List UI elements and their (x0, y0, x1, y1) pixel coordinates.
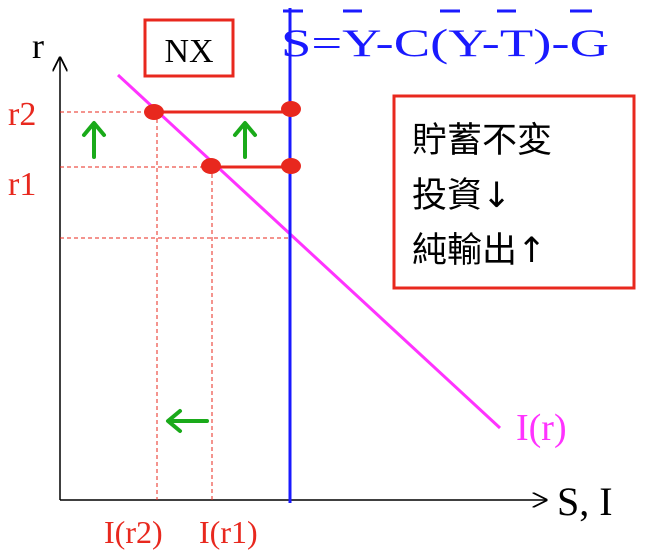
dashed-guides (60, 111, 290, 500)
nx-segments (154, 110, 290, 169)
nx-label: NX (164, 33, 213, 70)
summary-box (392, 94, 636, 290)
nx-endpoints (144, 101, 301, 174)
y-axis-label: r (32, 26, 44, 66)
point-s-r1 (281, 158, 301, 174)
up-arrow-icon (82, 121, 106, 159)
savings-equation: S=Y-C(Y-T)-G (281, 22, 609, 65)
investment-curve (116, 73, 502, 430)
i-r1-label: I(r1) (199, 514, 258, 550)
investment-curve-label: I(r) (516, 407, 567, 449)
summary-line-1: 貯蓄不変 (412, 121, 552, 161)
nx-box (143, 18, 235, 78)
r1-label: r1 (8, 166, 36, 203)
summary-line-2: 投資↓ (412, 176, 511, 216)
summary-line-3: 純輸出↑ (412, 231, 546, 271)
point-i-r1 (201, 158, 221, 174)
point-s-r2 (281, 101, 301, 117)
point-i-r2 (144, 104, 164, 120)
x-axis-label: S, I (557, 479, 613, 524)
r2-label: r2 (8, 96, 36, 133)
up-arrow-icon (233, 121, 257, 159)
i-r2-label: I(r2) (104, 514, 163, 550)
left-arrow-icon (166, 409, 209, 433)
